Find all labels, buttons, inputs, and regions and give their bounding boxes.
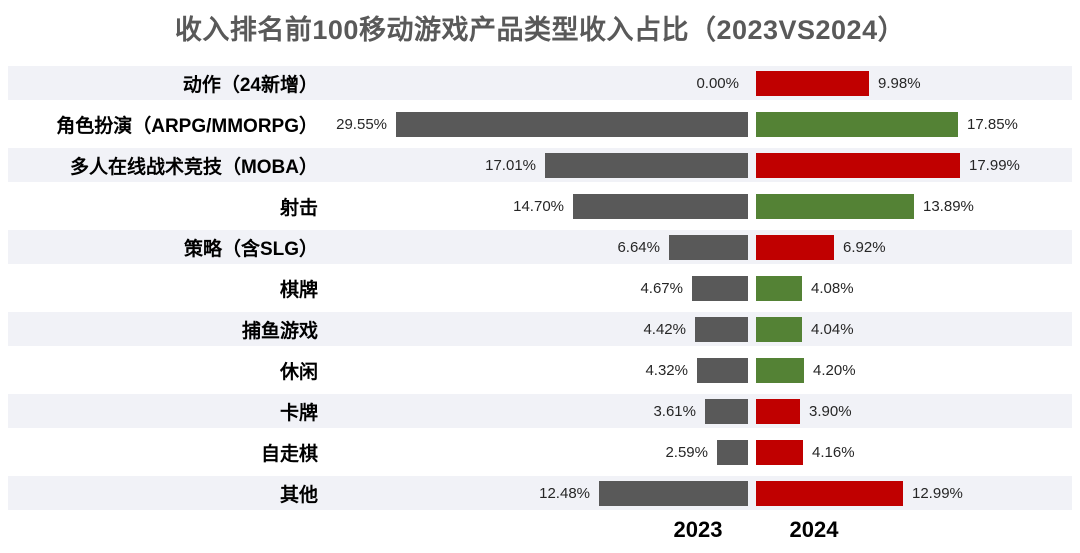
right-bar-zone-2024: 6.92%	[756, 235, 1072, 260]
value-label-2023: 4.42%	[643, 321, 686, 338]
bar-2024	[756, 194, 914, 219]
bar-2023	[705, 399, 748, 424]
value-label-2024: 17.85%	[967, 116, 1018, 133]
category-label: 其他	[279, 485, 318, 506]
value-label-2023: 29.55%	[336, 116, 387, 133]
right-bar-zone-2024: 17.85%	[756, 112, 1072, 137]
left-bar-zone-2023: 0.00%	[318, 71, 748, 96]
bar-2023	[396, 112, 748, 137]
value-label-2024: 17.99%	[969, 157, 1020, 174]
category-label: 多人在线战术竞技（MOBA）	[69, 157, 318, 178]
row-stripe	[8, 394, 1072, 428]
bar-2023	[669, 235, 748, 260]
chart-row: 棋牌 4.67% 4.08%	[8, 268, 1072, 309]
value-label-2023: 12.48%	[539, 485, 590, 502]
axis-label-2023: 2023	[673, 517, 723, 542]
bar-2024	[756, 440, 803, 465]
value-label-2024: 4.16%	[812, 444, 855, 461]
category-label: 棋牌	[279, 280, 318, 301]
left-bar-zone-2023: 14.70%	[318, 194, 748, 219]
right-bar-zone-2024: 13.89%	[756, 194, 1072, 219]
bar-2023	[573, 194, 748, 219]
bar-2023	[545, 153, 748, 178]
bar-2023	[697, 358, 748, 383]
category-label: 自走棋	[260, 444, 318, 465]
right-bar-zone-2024: 4.08%	[756, 276, 1072, 301]
right-bar-zone-2024: 17.99%	[756, 153, 1072, 178]
bar-2023	[717, 440, 748, 465]
left-bar-zone-2023: 12.48%	[318, 481, 748, 506]
chart-row: 策略（含SLG） 6.64% 6.92%	[8, 227, 1072, 268]
category-label: 射击	[279, 198, 318, 219]
right-bar-zone-2024: 12.99%	[756, 481, 1072, 506]
left-bar-zone-2023: 6.64%	[318, 235, 748, 260]
bar-2023	[695, 317, 748, 342]
value-label-2023: 14.70%	[513, 198, 564, 215]
value-label-2023: 4.67%	[640, 280, 683, 297]
category-label: 角色扮演（ARPG/MMORPG）	[56, 116, 318, 137]
value-label-2023: 0.00%	[696, 75, 739, 92]
bar-2023	[692, 276, 748, 301]
bar-2024	[756, 481, 903, 506]
bar-2024	[756, 153, 960, 178]
value-label-2024: 9.98%	[878, 75, 921, 92]
category-label: 捕鱼游戏	[241, 321, 318, 342]
chart-row: 自走棋 2.59% 4.16%	[8, 432, 1072, 473]
left-bar-zone-2023: 4.32%	[318, 358, 748, 383]
chart-row: 动作（24新增） 0.00% 9.98%	[8, 63, 1072, 104]
row-stripe	[8, 66, 1072, 100]
value-label-2023: 2.59%	[665, 444, 708, 461]
row-stripe	[8, 312, 1072, 346]
left-bar-zone-2023: 2.59%	[318, 440, 748, 465]
plot-area: 动作（24新增） 0.00% 9.98% 角色扮演（ARPG/MMORPG） 29.55…	[8, 63, 1072, 514]
value-label-2024: 4.08%	[811, 280, 854, 297]
value-label-2024: 4.20%	[813, 362, 856, 379]
left-bar-zone-2023: 17.01%	[318, 153, 748, 178]
chart-row: 卡牌 3.61% 3.90%	[8, 391, 1072, 432]
chart-row: 休闲 4.32% 4.20%	[8, 350, 1072, 391]
right-bar-zone-2024: 4.04%	[756, 317, 1072, 342]
value-label-2024: 12.99%	[912, 485, 963, 502]
value-label-2024: 4.04%	[811, 321, 854, 338]
value-label-2024: 13.89%	[923, 198, 974, 215]
right-bar-zone-2024: 4.16%	[756, 440, 1072, 465]
chart-row: 角色扮演（ARPG/MMORPG） 29.55% 17.85%	[8, 104, 1072, 145]
bar-2023	[599, 481, 748, 506]
bar-2024	[756, 276, 802, 301]
left-bar-zone-2023: 4.67%	[318, 276, 748, 301]
value-label-2024: 6.92%	[843, 239, 886, 256]
right-bar-zone-2024: 3.90%	[756, 399, 1072, 424]
bar-2024	[756, 112, 958, 137]
chart-row: 射击 14.70% 13.89%	[8, 186, 1072, 227]
value-label-2023: 17.01%	[485, 157, 536, 174]
left-bar-zone-2023: 29.55%	[318, 112, 748, 137]
chart-row: 多人在线战术竞技（MOBA） 17.01% 17.99%	[8, 145, 1072, 186]
bar-2024	[756, 358, 804, 383]
bar-2024	[756, 317, 802, 342]
left-bar-zone-2023: 4.42%	[318, 317, 748, 342]
value-label-2023: 6.64%	[617, 239, 660, 256]
bar-2024	[756, 235, 834, 260]
value-label-2023: 4.32%	[645, 362, 688, 379]
category-label: 动作（24新增）	[182, 75, 318, 96]
category-label: 休闲	[279, 362, 318, 383]
category-label: 策略（含SLG）	[183, 239, 318, 260]
value-label-2023: 3.61%	[653, 403, 696, 420]
chart-title: 收入排名前100移动游戏产品类型收入占比（2023VS2024）	[174, 15, 906, 45]
bar-2024	[756, 71, 869, 96]
value-label-2024: 3.90%	[809, 403, 852, 420]
category-label: 卡牌	[279, 403, 318, 424]
bar-2024	[756, 399, 800, 424]
axis-label-2024: 2024	[789, 517, 839, 542]
row-stripe	[8, 230, 1072, 264]
right-bar-zone-2024: 4.20%	[756, 358, 1072, 383]
left-bar-zone-2023: 3.61%	[318, 399, 748, 424]
right-bar-zone-2024: 9.98%	[756, 71, 1072, 96]
chart-row: 捕鱼游戏 4.42% 4.04%	[8, 309, 1072, 350]
chart-row: 其他 12.48% 12.99%	[8, 473, 1072, 514]
